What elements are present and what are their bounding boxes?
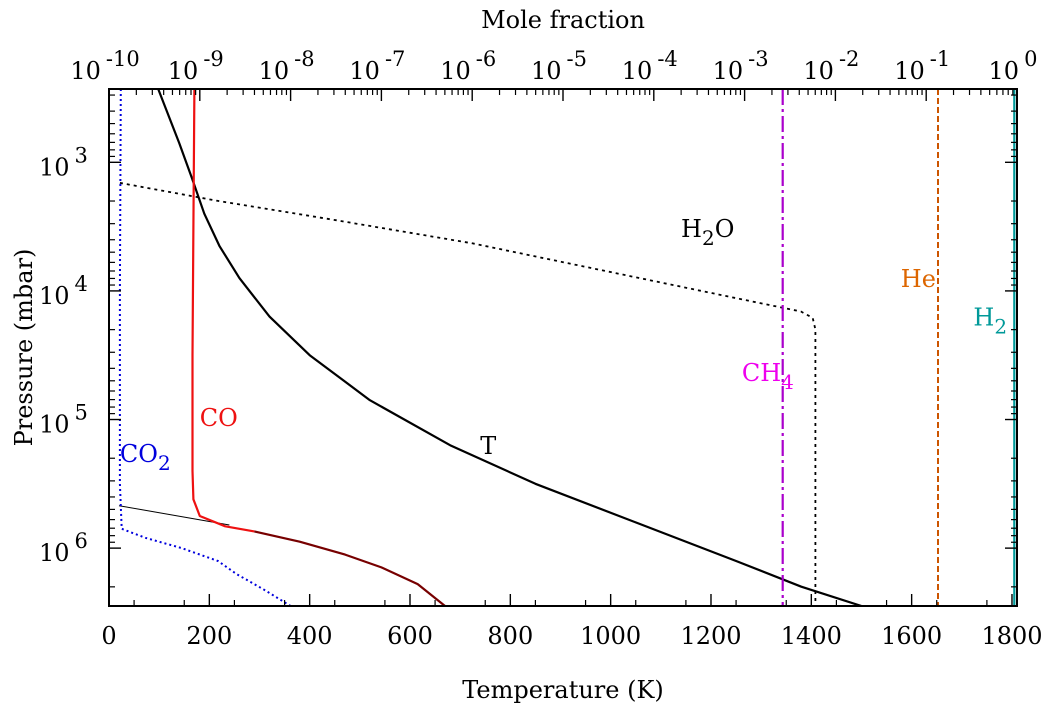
series-co2-line bbox=[118, 89, 292, 606]
series-t-line bbox=[157, 89, 862, 606]
x-top-tick-label: 10 -5 bbox=[531, 47, 587, 85]
x-bottom-tick-label: 400 bbox=[287, 622, 333, 650]
x-bottom-tick-label: 800 bbox=[487, 622, 533, 650]
x-top-tick-label: 10 -2 bbox=[803, 47, 859, 85]
x-top-tick-label: 10 -3 bbox=[713, 47, 769, 85]
x-top-tick-label: 10 -10 bbox=[70, 47, 139, 85]
series-label-co: CO bbox=[200, 404, 238, 432]
series-label-h2o: H2O bbox=[681, 215, 734, 250]
y-tick-label: 10 4 bbox=[39, 272, 88, 310]
x-bottom-tick-label: 600 bbox=[387, 622, 433, 650]
series-label-h2: H2 bbox=[973, 304, 1007, 339]
series-layer bbox=[118, 89, 1016, 606]
y-tick-label: 10 3 bbox=[39, 143, 88, 181]
x-bottom-tick-label: 1000 bbox=[580, 622, 641, 650]
x-axis-title-top: Mole fraction bbox=[481, 6, 645, 34]
series-label-he: He bbox=[901, 265, 936, 293]
series-labels: T H2O CH4 He H2 CO CO2 bbox=[120, 215, 1007, 475]
x-top-tick-label: 10 -9 bbox=[168, 47, 224, 85]
series-label-co2: CO2 bbox=[120, 440, 171, 475]
x-bottom-tick-label: 1200 bbox=[680, 622, 741, 650]
x-top-tick-label: 10 -6 bbox=[440, 47, 496, 85]
x-top-tick-label: 10 0 bbox=[989, 47, 1038, 85]
x-top-tick-label: 10 -7 bbox=[349, 47, 405, 85]
series-co-line bbox=[191, 89, 255, 533]
y-axis-title: Pressure (mbar) bbox=[10, 249, 38, 447]
series-label-t: T bbox=[480, 432, 496, 460]
x-axis-title-bottom: Temperature (K) bbox=[462, 676, 664, 704]
x-bottom-tick-label: 1600 bbox=[881, 622, 942, 650]
x-bottom-tick-label: 1800 bbox=[981, 622, 1042, 650]
x-top-tick-label: 10 -4 bbox=[622, 47, 678, 85]
x-top-tick-label: 10 -1 bbox=[894, 47, 950, 85]
x-bottom-tick-label: 200 bbox=[186, 622, 232, 650]
x-top-tick-label: 10 -8 bbox=[259, 47, 315, 85]
ticks-layer: 0 200 400 600 800 1000 1200 1400 1600 1800 10 -10 10… bbox=[39, 47, 1043, 650]
y-tick-label: 10 5 bbox=[39, 401, 88, 439]
series-label-ch4: CH4 bbox=[742, 359, 794, 394]
series-co-dark-line bbox=[254, 530, 446, 606]
y-tick-label: 10 6 bbox=[39, 529, 88, 567]
plot-frame bbox=[108, 88, 1018, 607]
x-bottom-tick-label: 0 bbox=[101, 622, 116, 650]
x-bottom-tick-label: 1400 bbox=[781, 622, 842, 650]
series-t-extension-line bbox=[118, 505, 230, 526]
